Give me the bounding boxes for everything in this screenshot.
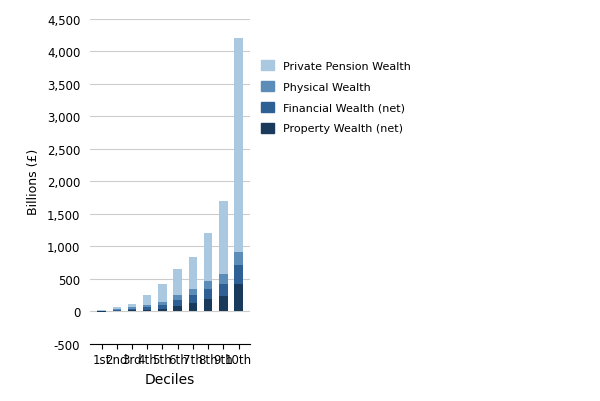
Bar — [158, 309, 167, 312]
Bar — [97, 310, 106, 311]
Bar — [173, 295, 182, 300]
Bar — [204, 290, 212, 300]
Bar — [235, 252, 243, 265]
Bar — [158, 284, 167, 302]
Bar — [143, 296, 151, 305]
Bar — [188, 303, 197, 312]
Bar — [128, 304, 136, 308]
Legend: Private Pension Wealth, Physical Wealth, Financial Wealth (net), Property Wealth: Private Pension Wealth, Physical Wealth,… — [257, 58, 414, 138]
Bar — [113, 310, 121, 311]
Bar — [158, 305, 167, 309]
X-axis label: Deciles: Deciles — [145, 372, 195, 386]
Bar — [188, 289, 197, 295]
Bar — [143, 305, 151, 308]
Bar — [158, 302, 167, 305]
Bar — [235, 265, 243, 284]
Bar — [188, 257, 197, 289]
Bar — [113, 308, 121, 310]
Bar — [204, 234, 212, 282]
Bar — [173, 300, 182, 306]
Y-axis label: Billions (£): Billions (£) — [27, 149, 40, 215]
Bar — [173, 306, 182, 312]
Bar — [235, 284, 243, 312]
Bar — [128, 310, 136, 312]
Bar — [188, 295, 197, 303]
Bar — [128, 309, 136, 310]
Bar — [143, 310, 151, 312]
Bar — [173, 269, 182, 295]
Bar — [219, 297, 227, 312]
Bar — [219, 202, 227, 275]
Bar — [143, 308, 151, 310]
Bar — [235, 39, 243, 252]
Bar — [219, 275, 227, 285]
Bar — [204, 300, 212, 312]
Bar — [219, 285, 227, 297]
Bar — [128, 308, 136, 309]
Bar — [204, 282, 212, 290]
